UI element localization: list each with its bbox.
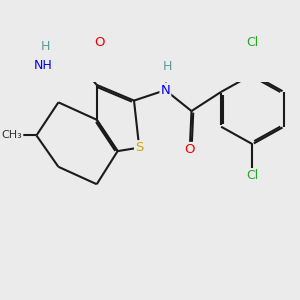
Text: H: H bbox=[162, 60, 172, 73]
Text: O: O bbox=[94, 36, 104, 49]
Text: Cl: Cl bbox=[246, 36, 259, 49]
Text: Cl: Cl bbox=[246, 169, 259, 182]
Text: NH: NH bbox=[34, 59, 53, 72]
Text: N: N bbox=[160, 84, 170, 97]
Text: H: H bbox=[40, 40, 50, 53]
Text: S: S bbox=[135, 141, 143, 154]
Text: CH₃: CH₃ bbox=[2, 130, 22, 140]
Text: O: O bbox=[184, 143, 195, 156]
